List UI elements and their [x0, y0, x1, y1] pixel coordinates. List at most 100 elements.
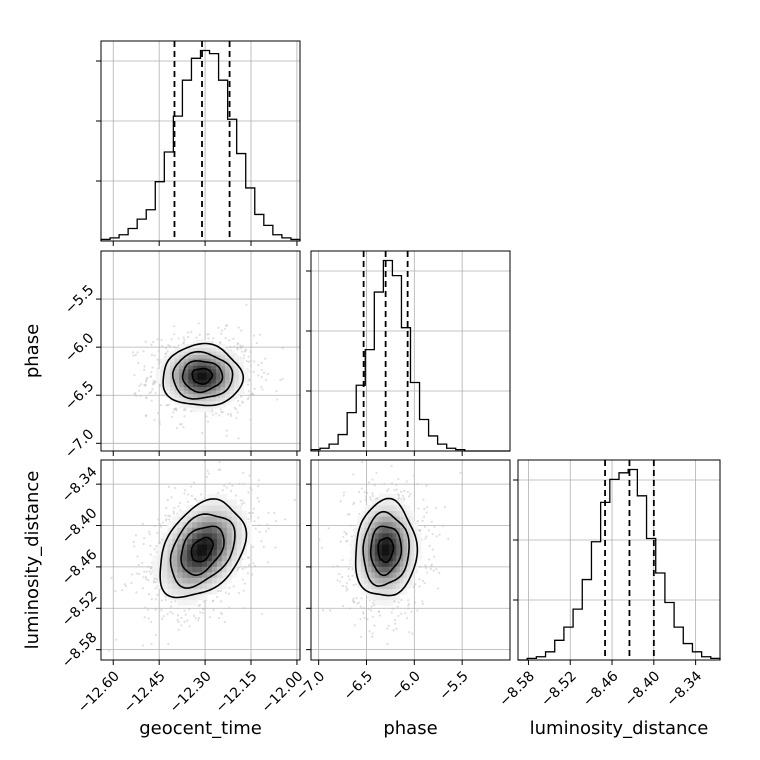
- density-bin: [188, 347, 194, 352]
- sample-point: [359, 605, 362, 608]
- density-bin: [375, 571, 379, 578]
- density-bin: [206, 393, 212, 398]
- density-bin: [243, 368, 249, 373]
- sample-point: [443, 506, 447, 509]
- density-bin: [364, 532, 369, 539]
- density-bin: [375, 499, 379, 506]
- density-bin: [226, 510, 233, 517]
- density-bin: [221, 532, 228, 539]
- density-bin: [382, 505, 387, 512]
- sample-point: [397, 601, 400, 604]
- density-bin: [162, 532, 168, 539]
- sample-point: [174, 600, 177, 603]
- sample-point: [407, 602, 410, 606]
- contour-level-3: [159, 498, 248, 599]
- density-bin: [172, 583, 178, 590]
- density-bin: [224, 390, 230, 395]
- density-bin: [357, 566, 362, 573]
- density-bin: [167, 588, 173, 595]
- sample-point: [186, 619, 189, 622]
- density-bin: [220, 383, 226, 388]
- contour-level-0: [190, 536, 214, 563]
- density-bin: [410, 532, 415, 539]
- sample-point: [240, 499, 244, 502]
- density-bin: [375, 599, 379, 606]
- density-bin: [382, 549, 387, 556]
- density-bin: [357, 538, 362, 545]
- density-bin: [165, 386, 171, 391]
- sample-point: [369, 496, 372, 499]
- density-bin: [206, 560, 213, 567]
- density-bin: [226, 538, 233, 545]
- sample-point: [257, 363, 260, 367]
- sample-point: [247, 360, 250, 363]
- sample-point: [361, 461, 364, 464]
- sample-point: [177, 337, 180, 340]
- density-bin: [165, 379, 171, 384]
- sample-point: [233, 406, 236, 409]
- density-bin: [169, 358, 175, 363]
- density-bin: [220, 361, 226, 366]
- sample-point: [373, 484, 376, 487]
- density-bin: [197, 521, 203, 528]
- density-bin: [165, 390, 171, 395]
- density-bin: [385, 532, 390, 539]
- sample-point: [341, 558, 344, 562]
- density-bin: [357, 583, 362, 590]
- sample-point: [155, 551, 159, 554]
- density-bin: [360, 571, 365, 578]
- density-bin: [403, 532, 408, 539]
- histogram-phase: [310, 259, 510, 452]
- density-bin: [177, 588, 183, 595]
- sample-point: [193, 498, 196, 501]
- density-bin: [229, 361, 235, 366]
- sample-point: [397, 614, 400, 617]
- density-bin: [197, 505, 203, 512]
- density-bin: [165, 372, 171, 377]
- density-bin: [202, 368, 208, 373]
- density-bin: [229, 351, 235, 356]
- density-bin: [367, 538, 372, 545]
- sample-point: [130, 581, 133, 584]
- sample-point: [182, 426, 185, 429]
- density-bin: [360, 521, 365, 528]
- density-bin: [215, 372, 221, 377]
- density-bin: [403, 538, 408, 545]
- density-bin: [162, 566, 168, 573]
- density-bin: [177, 577, 183, 584]
- sample-point: [371, 478, 374, 481]
- sample-point: [371, 632, 374, 635]
- sample-point: [318, 538, 321, 541]
- sample-point: [370, 635, 374, 638]
- sample-point: [206, 333, 209, 336]
- density-bin: [188, 390, 194, 395]
- density-bin: [172, 527, 178, 534]
- sample-point: [178, 423, 182, 426]
- sample-point: [172, 411, 175, 414]
- density-bin: [216, 527, 223, 534]
- sample-point: [358, 512, 361, 516]
- sample-point: [399, 457, 401, 459]
- sample-point: [150, 642, 153, 646]
- density-bin: [378, 505, 383, 512]
- density-bin: [202, 383, 208, 388]
- density-bin: [215, 397, 221, 402]
- density-bin: [197, 365, 203, 370]
- density-bin: [182, 510, 188, 517]
- density-bin: [192, 505, 198, 512]
- sample-point: [187, 455, 189, 457]
- density-bin: [392, 549, 397, 556]
- sample-point: [143, 616, 146, 619]
- density-bin: [215, 358, 221, 363]
- density-bin: [220, 404, 226, 409]
- density-bin: [211, 521, 218, 528]
- sample-point: [246, 556, 249, 559]
- density-bin: [187, 527, 193, 534]
- density-bin: [192, 407, 198, 412]
- density-bin: [165, 376, 171, 380]
- density-bin: [179, 379, 185, 384]
- density-bin: [221, 505, 228, 512]
- sample-point: [201, 431, 204, 435]
- density-bin: [382, 538, 387, 545]
- density-bin: [246, 532, 252, 539]
